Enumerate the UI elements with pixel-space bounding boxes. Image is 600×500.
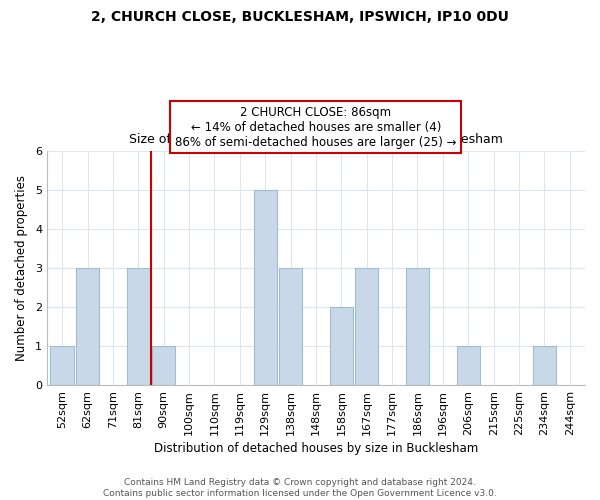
X-axis label: Distribution of detached houses by size in Bucklesham: Distribution of detached houses by size …: [154, 442, 478, 455]
Bar: [533, 346, 556, 385]
Text: Contains HM Land Registry data © Crown copyright and database right 2024.
Contai: Contains HM Land Registry data © Crown c…: [103, 478, 497, 498]
Y-axis label: Number of detached properties: Number of detached properties: [15, 175, 28, 361]
Text: 2, CHURCH CLOSE, BUCKLESHAM, IPSWICH, IP10 0DU: 2, CHURCH CLOSE, BUCKLESHAM, IPSWICH, IP…: [91, 10, 509, 24]
Title: Size of property relative to detached houses in Bucklesham: Size of property relative to detached ho…: [129, 132, 503, 145]
Bar: [406, 268, 429, 385]
Bar: [457, 346, 480, 385]
Bar: [329, 307, 353, 385]
Bar: [254, 190, 277, 385]
Bar: [127, 268, 150, 385]
Bar: [50, 346, 74, 385]
Bar: [152, 346, 175, 385]
Bar: [355, 268, 379, 385]
Bar: [76, 268, 99, 385]
Text: 2 CHURCH CLOSE: 86sqm
← 14% of detached houses are smaller (4)
86% of semi-detac: 2 CHURCH CLOSE: 86sqm ← 14% of detached …: [175, 106, 457, 148]
Bar: [279, 268, 302, 385]
